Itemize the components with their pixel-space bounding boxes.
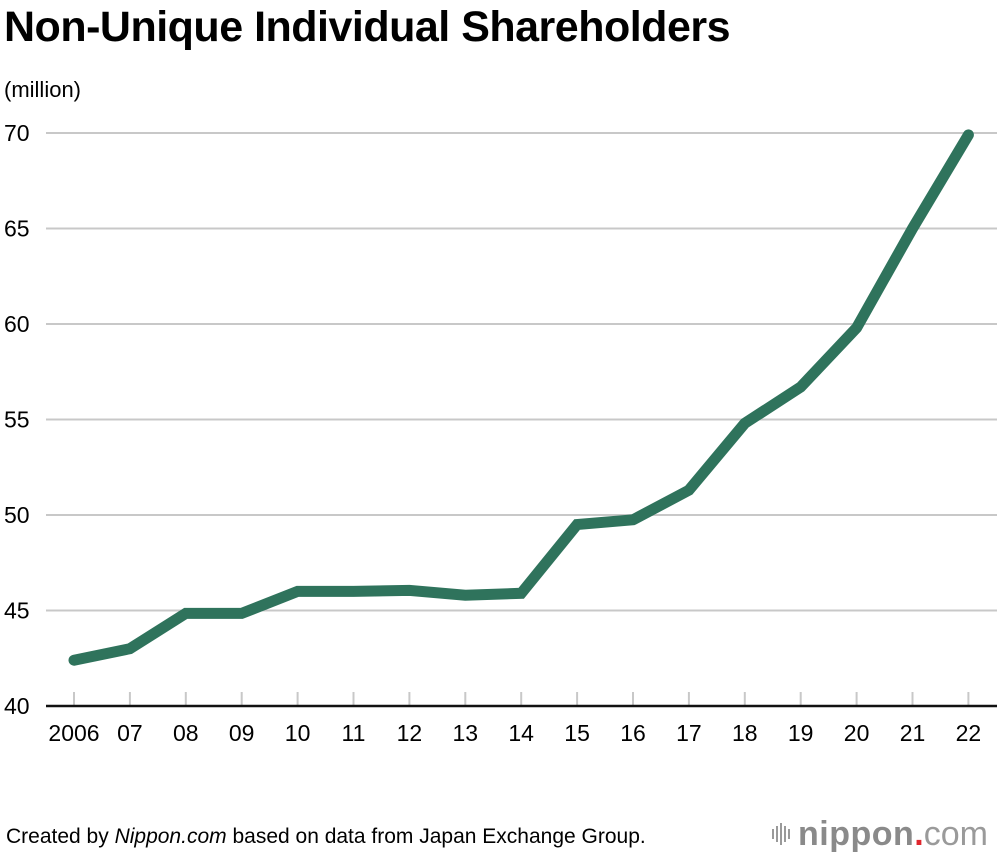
data-point xyxy=(73,659,75,661)
data-point xyxy=(576,524,578,526)
x-tick-label: 07 xyxy=(117,720,143,746)
nippon-com-logo: nippon. com xyxy=(772,814,988,854)
x-tick-label: 08 xyxy=(173,720,199,746)
logo-sound-bars-icon xyxy=(772,823,790,845)
data-point xyxy=(129,648,131,650)
data-point xyxy=(744,422,746,424)
data-point xyxy=(408,589,410,591)
y-tick-label: 40 xyxy=(4,693,30,719)
data-point xyxy=(353,590,354,592)
data-point xyxy=(912,228,913,229)
gridlines xyxy=(46,132,997,612)
x-tick-label: 09 xyxy=(229,720,255,746)
y-tick-label: 55 xyxy=(4,407,30,433)
chart-title: Non-Unique Individual Shareholders xyxy=(4,3,731,51)
x-tick-label: 12 xyxy=(397,720,423,746)
x-tick-label: 18 xyxy=(732,720,758,746)
x-tick-label: 19 xyxy=(788,720,814,746)
y-axis-ticks: 40 45 50 55 60 65 70 xyxy=(4,120,30,719)
logo-word: nippon xyxy=(798,815,915,853)
series-line xyxy=(68,129,974,666)
y-axis-unit-label: (million) xyxy=(4,77,81,102)
y-tick-label: 45 xyxy=(4,598,30,624)
data-point xyxy=(241,612,243,614)
source-credit: Created by Nippon.com based on data from… xyxy=(6,824,646,850)
credit-suffix: based on data from Japan Exchange Group. xyxy=(226,825,646,848)
y-tick-label: 60 xyxy=(4,311,30,337)
data-point xyxy=(688,489,690,491)
data-point xyxy=(856,327,858,329)
x-tick-label: 2006 xyxy=(48,720,99,746)
x-tick-label: 16 xyxy=(620,720,646,746)
data-point xyxy=(297,590,299,592)
data-point xyxy=(800,386,802,388)
x-tick-label: 20 xyxy=(844,720,870,746)
data-point xyxy=(520,592,522,594)
x-tick-label: 15 xyxy=(564,720,590,746)
credit-prefix: Created by xyxy=(6,825,115,848)
y-tick-label: 70 xyxy=(4,120,30,146)
x-axis-ticks: 2006 07 08 09 10 11 12 13 14 15 16 17 18 19 20 21 22 xyxy=(48,692,981,746)
x-tick-label: 10 xyxy=(285,720,311,746)
x-tick-label: 13 xyxy=(453,720,479,746)
data-point xyxy=(967,134,969,136)
data-point xyxy=(632,519,634,521)
line-chart: 40 45 50 55 60 65 70 2006 07 08 09 10 11 12 13 14 15 16 1… xyxy=(4,120,997,746)
x-tick-label: 21 xyxy=(900,720,926,746)
x-tick-label: 22 xyxy=(956,720,982,746)
x-tick-label: 11 xyxy=(342,720,366,746)
series-layer xyxy=(68,129,974,666)
x-tick-label: 14 xyxy=(508,720,534,746)
y-tick-label: 50 xyxy=(4,502,30,528)
logo-dot: . xyxy=(914,814,924,853)
x-tick-label: 17 xyxy=(676,720,702,746)
logo-tld: com xyxy=(923,814,988,853)
data-point xyxy=(185,612,187,614)
data-point xyxy=(464,594,466,596)
y-tick-label: 65 xyxy=(4,216,30,242)
credit-source-name: Nippon.com xyxy=(114,825,227,848)
